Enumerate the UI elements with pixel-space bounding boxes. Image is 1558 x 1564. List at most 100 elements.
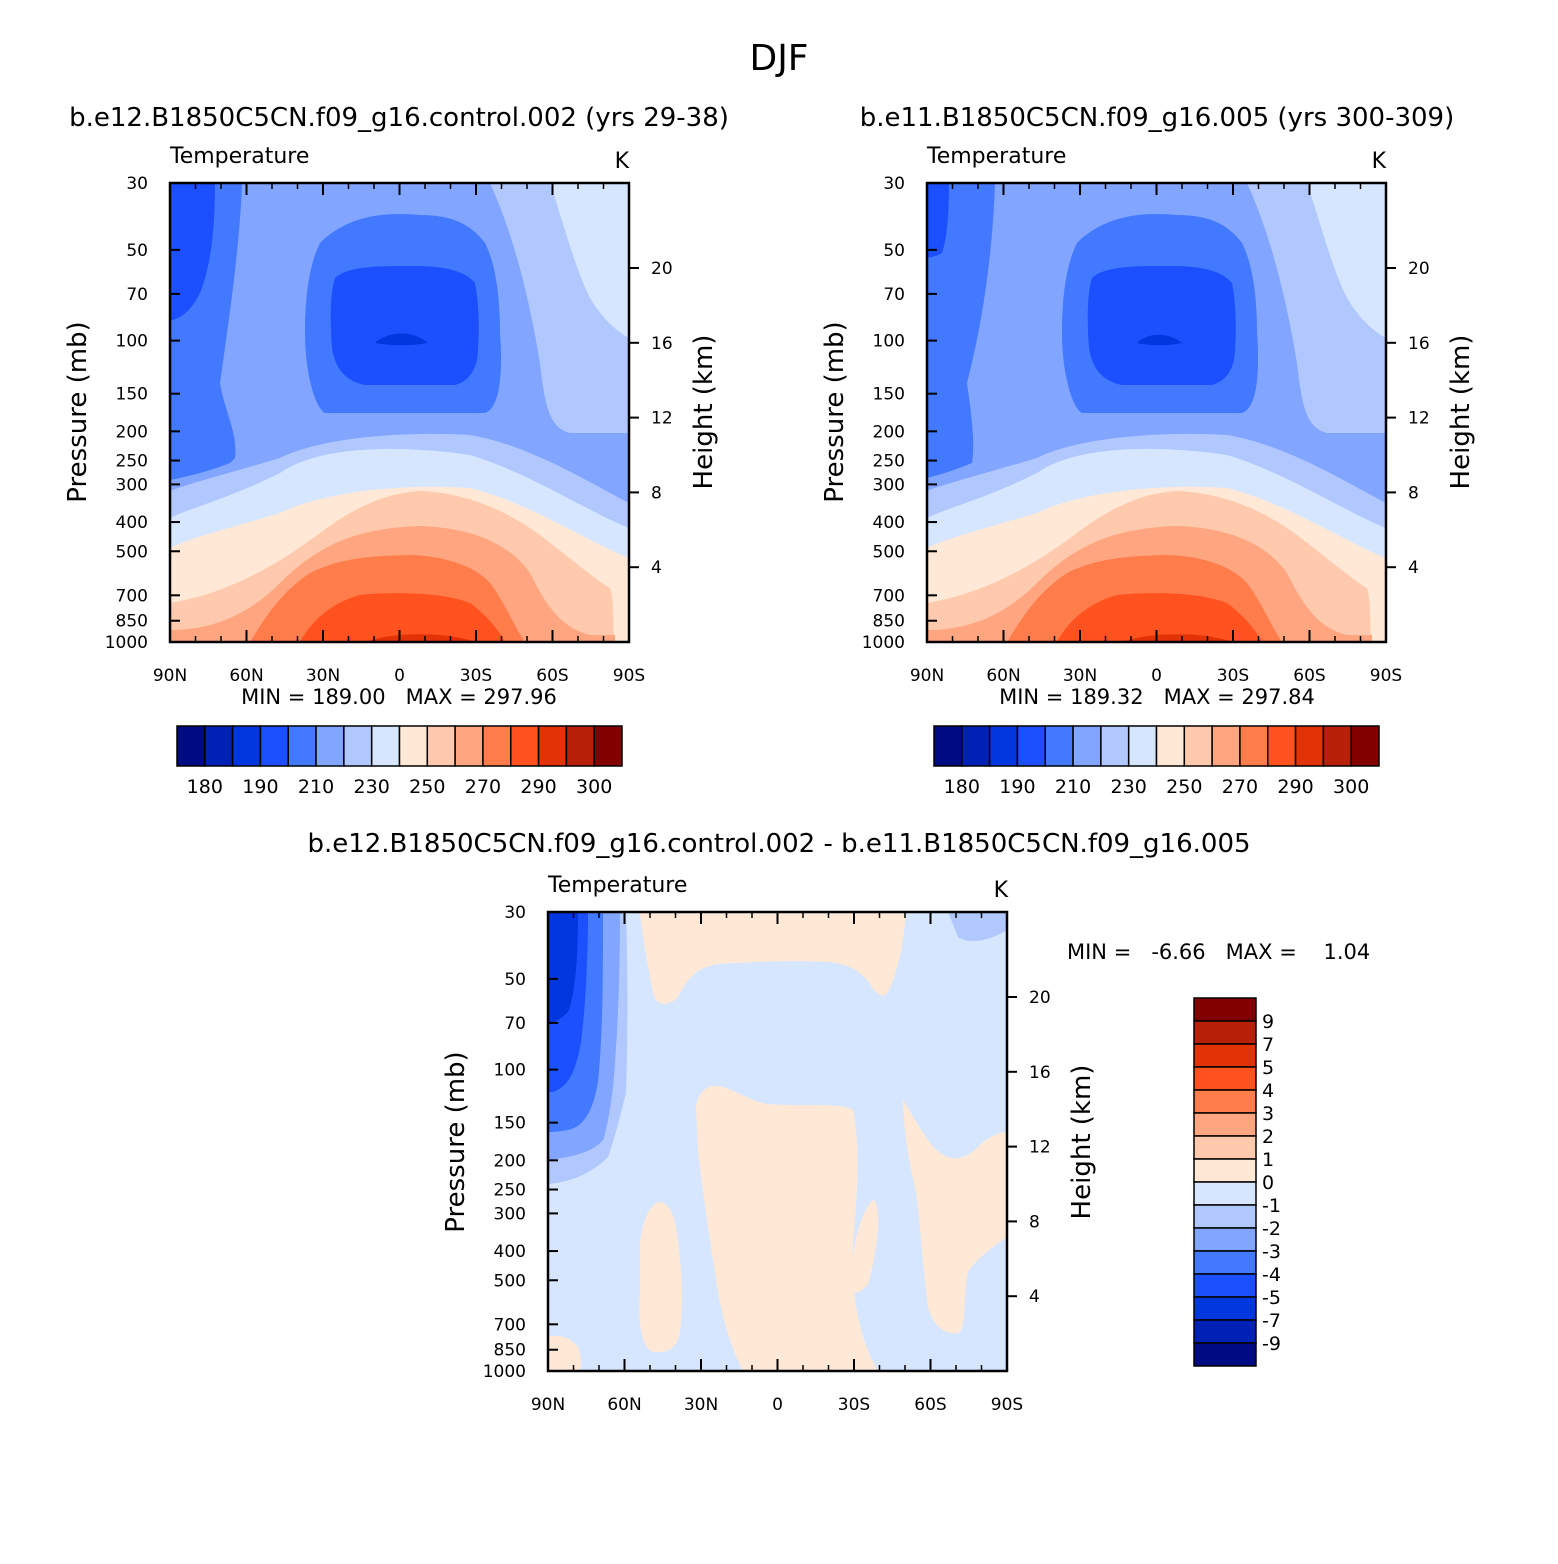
colorbar-swatch <box>1322 725 1352 767</box>
x-tick-label: 60N <box>229 666 263 686</box>
colorbar-swatch <box>1211 725 1241 767</box>
right-y-axis: 4 8 12 16 20 <box>629 259 673 578</box>
colorbar-swatch <box>1155 725 1186 767</box>
contour-band-290-300 <box>1122 634 1232 642</box>
y-tick-label: 1000 <box>862 633 905 653</box>
contour-band-0-1-upper <box>640 912 906 1004</box>
x-tick-label: 30S <box>460 666 492 686</box>
variable-label: Temperature <box>926 144 1066 169</box>
contour-band-180-190-tropical <box>375 333 428 346</box>
colorbar-label: 290 <box>520 776 556 798</box>
colorbar-swatch <box>593 725 623 767</box>
colorbar-swatch <box>1193 1112 1257 1137</box>
contour-layers <box>170 183 629 642</box>
contour-band-0-1-polar <box>548 1335 582 1371</box>
y-tick-label: 250 <box>873 452 905 472</box>
colorbar-label: 270 <box>1222 776 1258 798</box>
y-axis-label-left: Pressure (mb) <box>441 1051 471 1232</box>
colorbar-swatch <box>426 725 456 767</box>
y-tick-label: 100 <box>494 1061 526 1081</box>
y-tick-label: 50 <box>126 241 148 261</box>
colorbar-swatch <box>1183 725 1213 767</box>
colorbar-label: 190 <box>999 776 1035 798</box>
contour-band-190-200-polar <box>170 183 215 321</box>
y-tick-label: 400 <box>494 1242 526 1262</box>
x-tick-label: 30S <box>838 1395 870 1415</box>
colorbar-label: -7 <box>1262 1310 1281 1332</box>
units-label: K <box>994 878 1009 903</box>
x-tick-label: 60S <box>1293 666 1325 686</box>
colorbar-swatch <box>370 725 401 767</box>
colorbar-label: 230 <box>1111 776 1147 798</box>
y-tick-label: 300 <box>116 475 148 495</box>
colorbar-label: 290 <box>1277 776 1313 798</box>
colorbar-swatch <box>287 725 317 767</box>
y-tick-label: 400 <box>116 513 148 533</box>
contour-field <box>170 183 629 642</box>
figure-title: DJF <box>749 38 808 79</box>
y-axis-label-left: Pressure (mb) <box>63 321 93 502</box>
y-axis-label-left: Pressure (mb) <box>820 321 850 502</box>
colorbar-label: 3 <box>1262 1103 1274 1125</box>
y-tick-label: 400 <box>873 513 905 533</box>
contour-band-280-290 <box>300 593 505 642</box>
colorbar-label: -1 <box>1262 1195 1281 1217</box>
colorbar-swatch <box>1193 1020 1257 1045</box>
colorbar-swatch <box>1193 1296 1257 1321</box>
colorbar-swatch <box>343 725 373 767</box>
colorbar-swatch <box>1193 1135 1257 1160</box>
y-tick-label: 200 <box>116 422 148 442</box>
units-label: K <box>1372 149 1387 174</box>
colorbar-label: -5 <box>1262 1287 1281 1309</box>
y-tick-label: 30 <box>126 174 148 194</box>
right-y-tick-label: 12 <box>1408 409 1430 429</box>
right-y-tick-label: 20 <box>1408 259 1430 279</box>
y-tick-label: 30 <box>504 903 526 923</box>
y-tick-label: 850 <box>873 612 905 632</box>
right-y-tick-label: 8 <box>1029 1212 1040 1232</box>
contour-band-190-200-tropical <box>330 266 479 385</box>
colorbar-label: 2 <box>1262 1126 1274 1148</box>
y-tick-label: 300 <box>494 1204 526 1224</box>
x-tick-label: 90N <box>910 666 944 686</box>
contour-band-230-240-upper <box>550 183 629 338</box>
variable-label: Temperature <box>547 873 687 898</box>
y-tick-label: 500 <box>116 542 148 562</box>
y-axis-label-right: Height (km) <box>689 335 719 490</box>
colorbar-label: -2 <box>1262 1218 1281 1240</box>
y-tick-label: 70 <box>504 1014 526 1034</box>
colorbar-label: 190 <box>242 776 278 798</box>
colorbar-swatch <box>510 725 540 767</box>
colorbar-swatch <box>1239 725 1269 767</box>
plot-frame: 90N 60N 30N 0 30S 60S 90S 30507010015020025030… <box>105 174 673 686</box>
colorbar-swatch <box>1044 725 1074 767</box>
y-tick-label: 850 <box>494 1341 526 1361</box>
stats-label: MIN = 189.00 MAX = 297.96 <box>241 685 557 709</box>
colorbar-swatch <box>176 725 206 767</box>
panel-reference: b.e11.B1850C5CN.f09_g16.005 (yrs 300-309… <box>820 103 1476 798</box>
colorbar-label: 0 <box>1262 1172 1274 1194</box>
y-tick-label: 70 <box>883 285 905 305</box>
colorbar-swatch <box>988 725 1019 767</box>
colorbar-swatch <box>454 725 484 767</box>
right-y-tick-label: 4 <box>1408 558 1419 578</box>
x-tick-label: 30N <box>684 1395 718 1415</box>
y-tick-label: 50 <box>883 241 905 261</box>
contour-band-230-240-upper <box>1307 183 1386 338</box>
y-axis-label-right: Height (km) <box>1446 335 1476 490</box>
colorbar-label: 180 <box>187 776 223 798</box>
colorbar-swatch <box>1127 725 1158 767</box>
colorbar-swatch <box>1100 725 1130 767</box>
x-tick-label: 90S <box>991 1395 1023 1415</box>
colorbar-swatch <box>961 725 991 767</box>
colorbar: 180 190 210 230 250 270 290 300 <box>176 725 623 798</box>
contour-band-190-200-polar <box>927 183 949 258</box>
right-y-tick-label: 4 <box>651 558 662 578</box>
x-axis: 90N 60N 30N 0 30S 60S 90S <box>153 183 645 686</box>
contour-band-minus2-minus1-upper <box>948 912 1007 942</box>
x-tick-label: 90N <box>153 666 187 686</box>
colorbar-label: -4 <box>1262 1264 1281 1286</box>
x-axis: 90N 60N 30N 0 30S 60S 90S <box>531 912 1023 1415</box>
